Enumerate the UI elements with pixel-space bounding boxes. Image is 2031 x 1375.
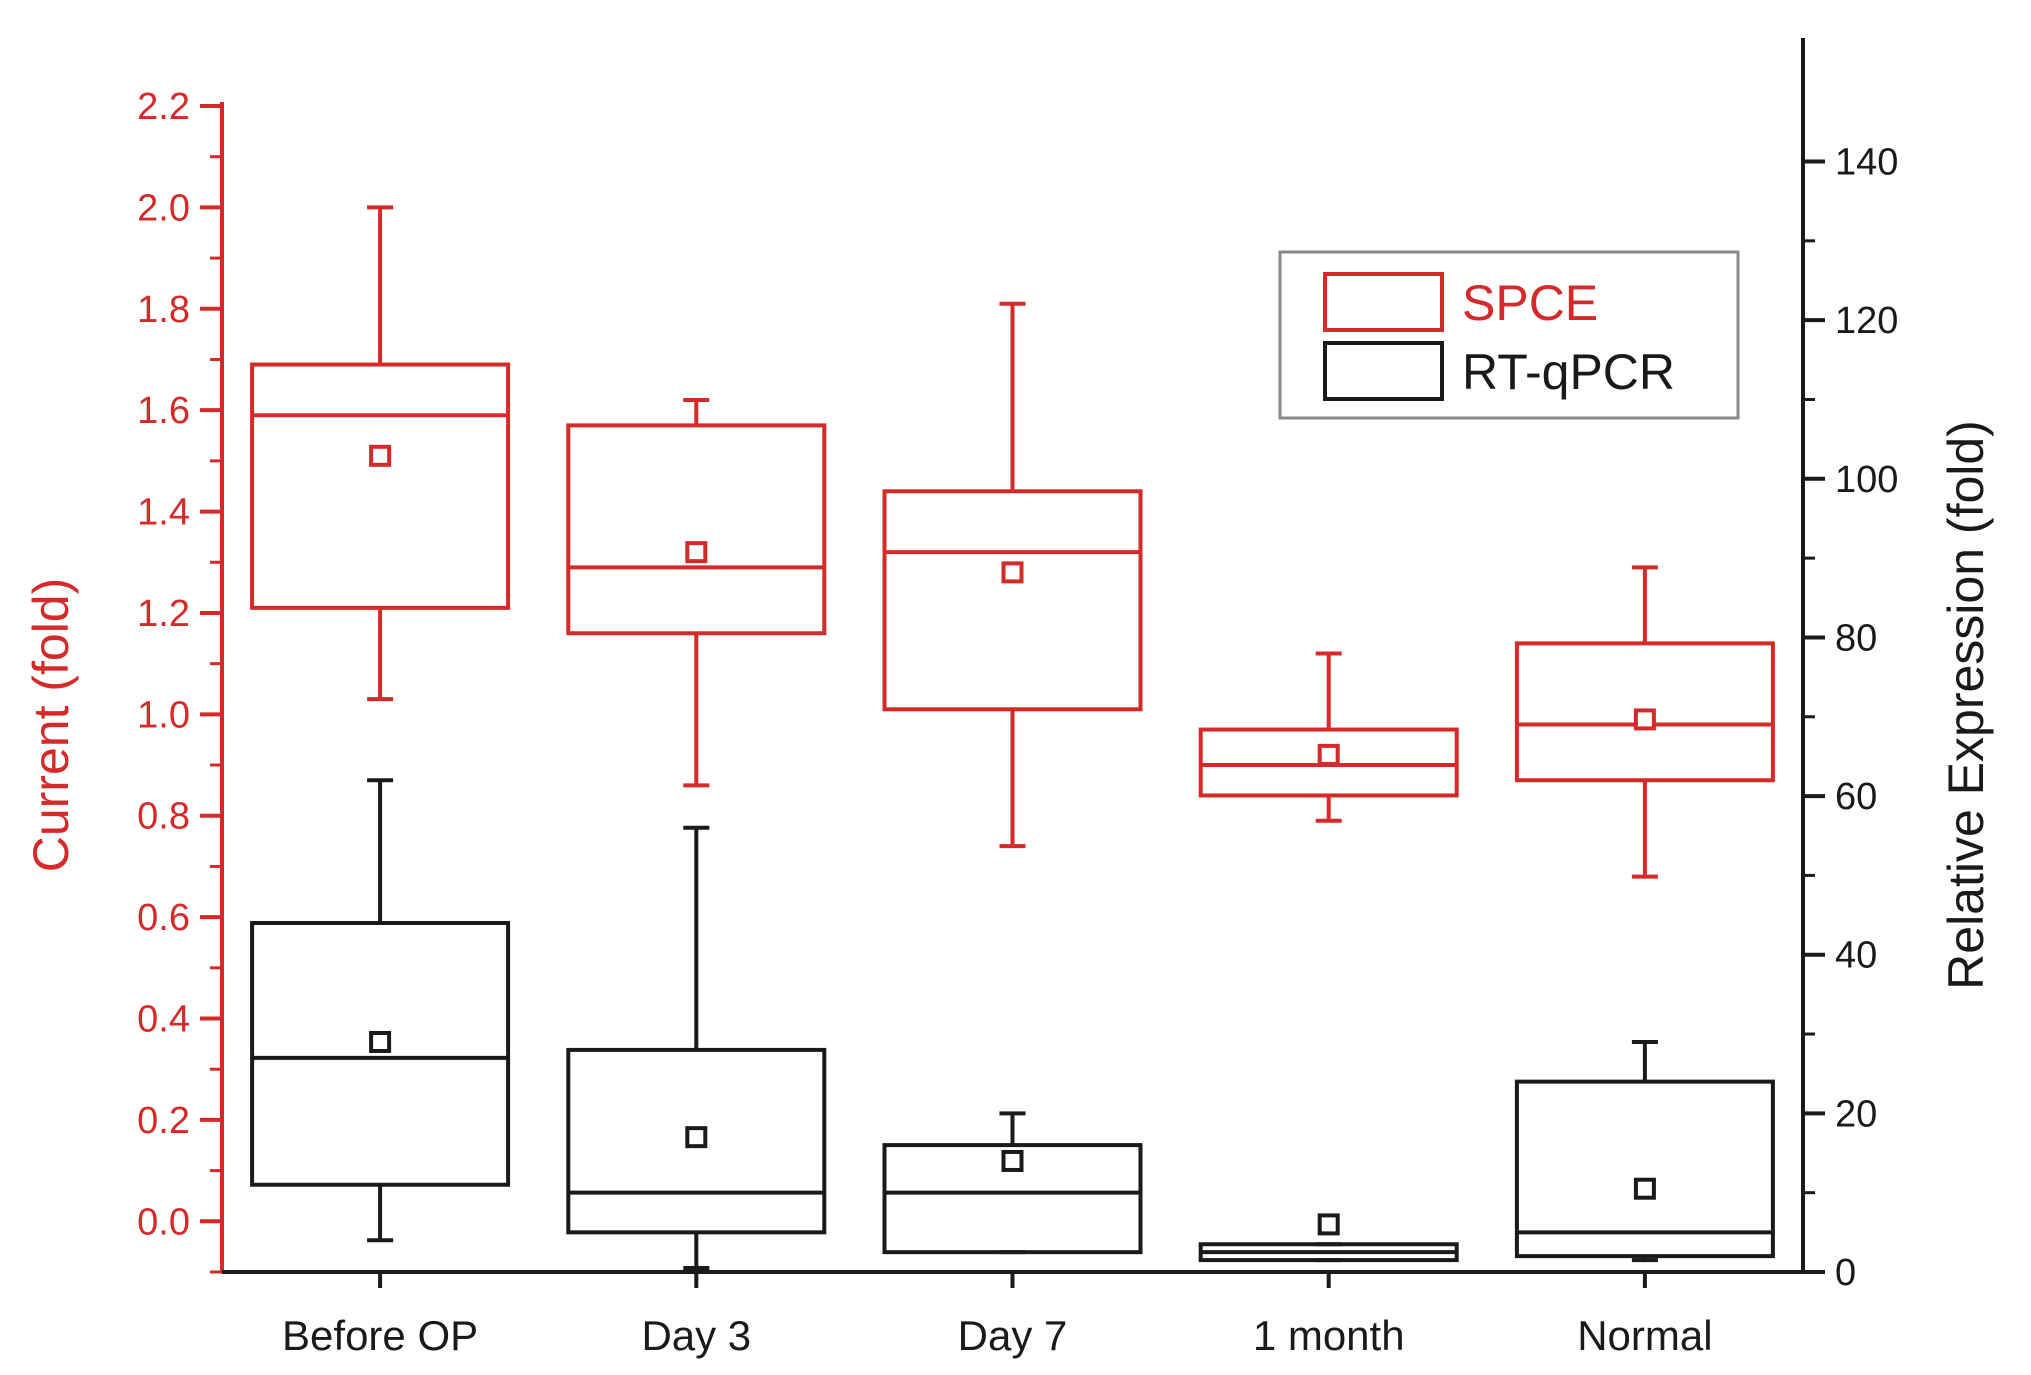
rt-qpcr-box	[250, 920, 511, 1187]
spce-mean-marker	[369, 444, 392, 467]
rt-qpcr-box-group	[1514, 1039, 1775, 1263]
legend-label-spce: SPCE	[1462, 275, 1598, 331]
left-tick-label: 1.2	[137, 593, 190, 635]
legend: SPCE RT-qPCR	[1278, 250, 1740, 420]
right-tick-label: 120	[1835, 300, 1898, 342]
legend-swatch-spce	[1323, 272, 1444, 332]
left-tick-label: 2.2	[137, 86, 190, 128]
x-tick-label: 1 month	[1253, 1312, 1405, 1359]
spce-box	[1514, 641, 1775, 783]
spce-mean-marker	[1001, 561, 1024, 584]
spce-box	[882, 489, 1143, 712]
x-tick-label: Normal	[1577, 1312, 1712, 1359]
rt-qpcr-box-group	[250, 778, 511, 1243]
spce-box-group	[882, 301, 1143, 849]
spce-mean-marker	[685, 541, 708, 564]
rt-qpcr-box	[566, 1047, 827, 1235]
x-tick-label: Day 7	[958, 1312, 1068, 1359]
left-tick-label: 0.2	[137, 1100, 190, 1142]
left-tick-label: 1.4	[137, 492, 190, 534]
rt-qpcr-mean-marker	[1633, 1177, 1656, 1200]
spce-box-group	[1198, 651, 1459, 823]
right-tick-label: 20	[1835, 1093, 1877, 1135]
rt-qpcr-box-group	[1198, 1213, 1459, 1263]
left-tick-label: 1.0	[137, 694, 190, 736]
rt-qpcr-box-group	[882, 1111, 1143, 1255]
spce-box	[250, 362, 511, 610]
rt-qpcr-mean-marker	[685, 1126, 708, 1149]
rt-qpcr-mean-marker	[1001, 1149, 1024, 1172]
left-tick-label: 0.6	[137, 897, 190, 939]
right-tick-label: 80	[1835, 617, 1877, 659]
legend-frame	[1278, 250, 1740, 420]
spce-box-group	[250, 205, 511, 702]
x-tick-label: Before OP	[282, 1312, 478, 1359]
rt-qpcr-box	[882, 1143, 1143, 1255]
left-tick-label: 0.8	[137, 796, 190, 838]
spce-box	[566, 423, 827, 636]
legend-swatch-rt-qpcr	[1323, 341, 1444, 401]
x-tick-label: Day 3	[641, 1312, 751, 1359]
left-tick-label: 1.8	[137, 289, 190, 331]
right-tick-label: 60	[1835, 776, 1877, 818]
right-tick-label: 40	[1835, 935, 1877, 977]
spce-mean-marker	[1317, 743, 1340, 766]
right-tick-label: 0	[1835, 1252, 1856, 1294]
rt-qpcr-box	[1514, 1079, 1775, 1259]
left-tick-label: 0.0	[137, 1201, 190, 1243]
rt-qpcr-box-group	[566, 825, 827, 1271]
right-tick-label: 140	[1835, 142, 1898, 184]
right-axis-title: Relative Expression (fold)	[1938, 420, 1994, 990]
left-tick-label: 1.6	[137, 390, 190, 432]
left-tick-label: 2.0	[137, 187, 190, 229]
spce-box	[1198, 727, 1459, 798]
left-axis-title: Current (fold)	[23, 578, 79, 873]
spce-box-group	[1514, 565, 1775, 879]
rt-qpcr-mean-marker	[369, 1030, 392, 1053]
spce-mean-marker	[1633, 708, 1656, 731]
left-tick-label: 0.4	[137, 999, 190, 1041]
right-tick-label: 100	[1835, 459, 1898, 501]
spce-box-group	[566, 398, 827, 788]
rt-qpcr-mean-marker	[1317, 1213, 1340, 1236]
legend-label-rt-qpcr: RT-qPCR	[1462, 344, 1675, 400]
